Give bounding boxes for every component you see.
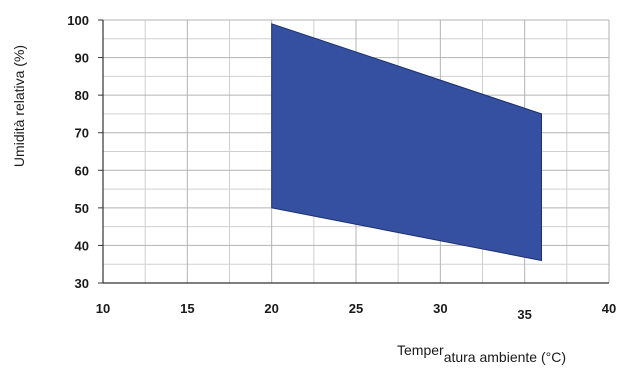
x-tick-label: 25	[349, 301, 363, 316]
y-tick-label: 70	[75, 126, 89, 141]
y-tick-labels: 30 40 50 60 70 80 90 100	[67, 13, 89, 291]
data-polygon	[271, 23, 542, 262]
x-tick-label: 40	[602, 301, 616, 316]
x-tick-label: 20	[264, 301, 278, 316]
x-tick-label: 30	[433, 301, 447, 316]
y-tick-label: 60	[75, 163, 89, 178]
y-axis-label: Umidità relativa (%)	[11, 45, 27, 167]
x-tick-label: 35	[517, 307, 531, 322]
y-tick-label: 50	[75, 201, 89, 216]
x-tick-label: 10	[96, 301, 110, 316]
y-tick-label: 30	[75, 276, 89, 291]
x-axis-label: Temperatura ambiente (°C)	[397, 342, 566, 365]
y-tick-label: 80	[75, 88, 89, 103]
y-tick-label: 40	[75, 238, 89, 253]
x-axis-label-part1: Temper	[397, 342, 444, 358]
axis-frame	[98, 19, 609, 284]
data-area	[271, 23, 542, 262]
x-tick-labels: 10 15 20 25 30 35 40	[96, 301, 616, 322]
x-axis-label-part2: atura ambiente (°C)	[444, 349, 566, 365]
x-tick-label: 15	[180, 301, 194, 316]
y-tick-label: 100	[67, 13, 89, 28]
y-tick-label: 90	[75, 51, 89, 66]
